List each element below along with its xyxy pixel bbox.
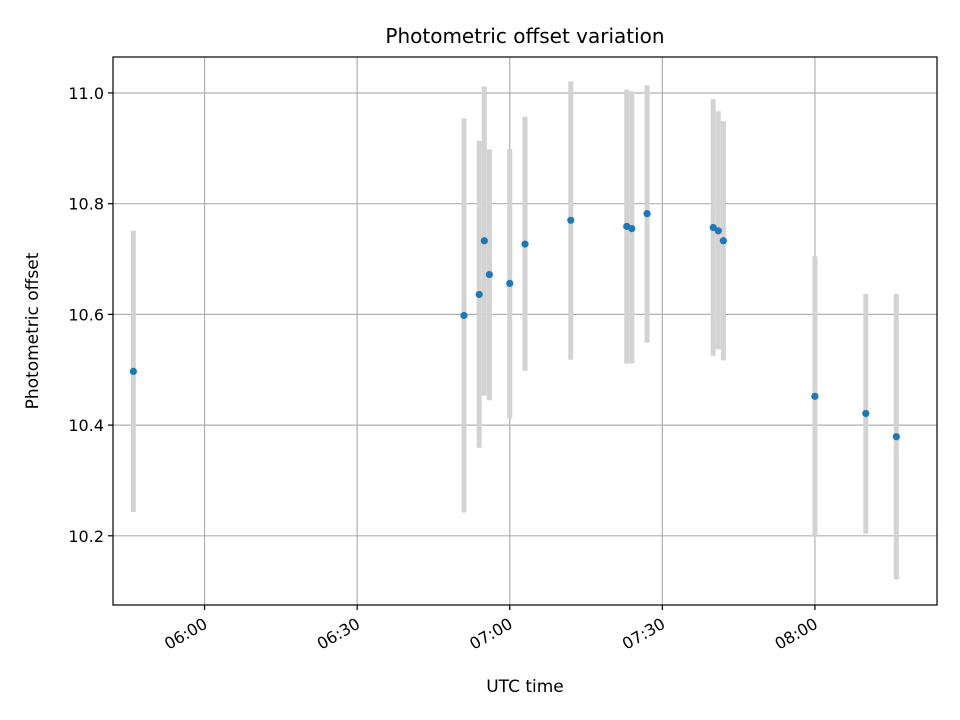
x-axis-label: UTC time [486,677,564,697]
y-axis-ticks: 10.2 10.4 10.6 10.8 11.0 [68,84,113,546]
data-points [129,210,900,441]
data-point-2 [460,311,468,320]
data-point-14 [719,237,727,245]
data-point-6 [506,279,514,287]
y-tick-label: 10.8 [68,195,104,214]
data-point-17 [892,433,900,441]
data-point-16 [862,409,870,418]
data-point-5 [485,270,493,279]
data-point-1 [129,367,137,376]
y-tick-label: 10.2 [68,527,104,546]
y-tick-label: 10.4 [68,416,104,435]
data-point-7 [521,240,529,248]
data-point-15 [811,392,819,400]
y-tick-label: 11.0 [68,84,104,103]
chart-title: Photometric offset variation [385,24,664,48]
data-point-10 [628,224,636,233]
y-axis-label: Photometric offset [23,252,43,409]
data-point-3 [475,290,483,299]
data-point-12 [709,223,717,232]
plot-frame [112,56,938,606]
data-point-11 [643,210,651,218]
data-point-8 [567,216,575,224]
data-point-13 [714,227,722,235]
data-point-4 [480,237,488,245]
y-tick-label: 10.6 [68,305,104,324]
